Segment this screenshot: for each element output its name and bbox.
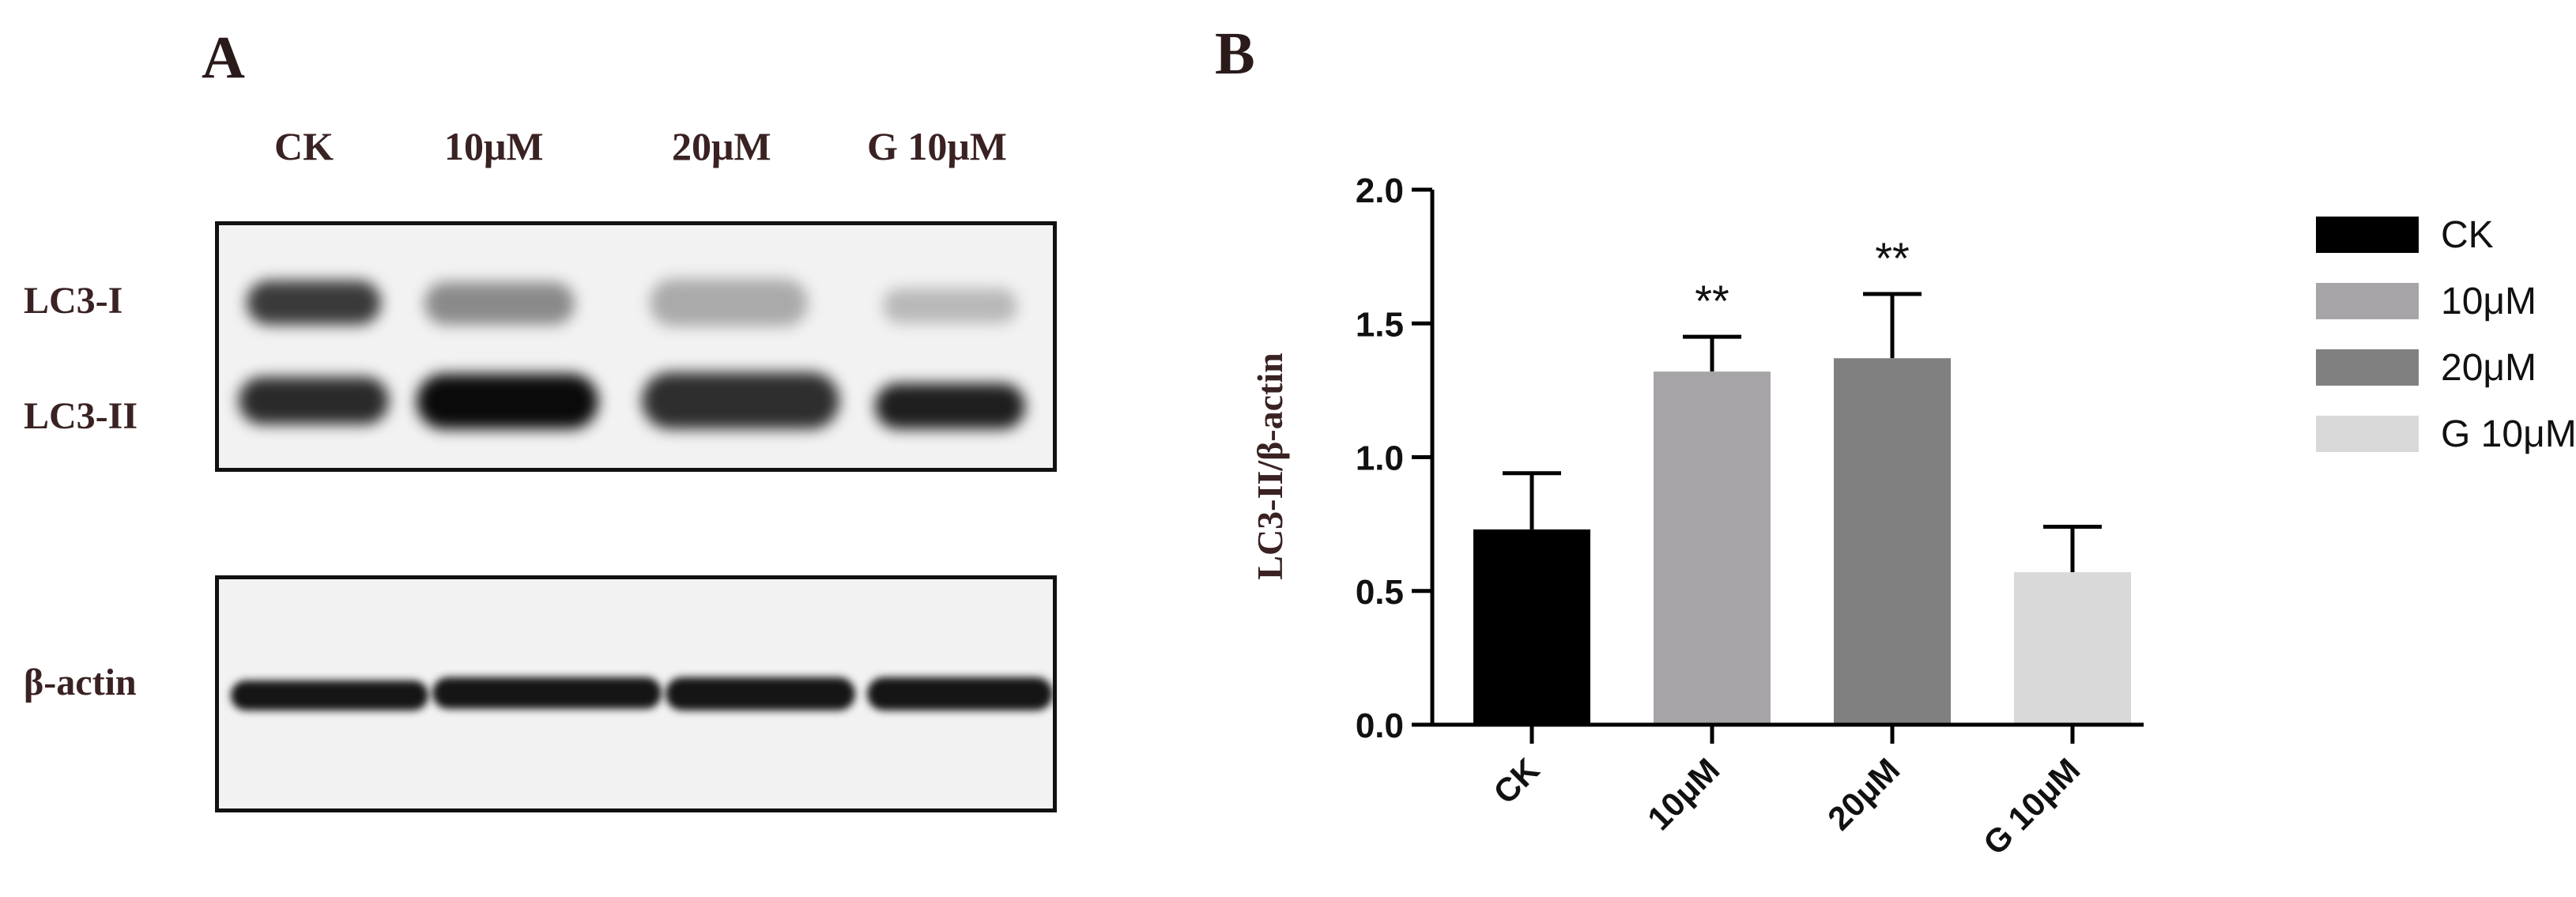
x-tick-label-10um: 10μM (1640, 751, 1726, 837)
panel-a-letter: A (202, 24, 245, 91)
y-axis-title: LC3-II/β-actin (1250, 352, 1290, 579)
y-tick-label: 2.0 (1356, 171, 1404, 210)
band-lc3-i-ck (247, 281, 381, 325)
y-tick-label: 1.0 (1356, 439, 1404, 478)
band-lc3-ii-10um (417, 374, 598, 429)
row-label-beta-actin: β-actin (24, 661, 137, 703)
legend-swatch-ck (2316, 217, 2419, 253)
bar-g-10um (2014, 572, 2131, 725)
y-tick-label: 0.0 (1356, 707, 1404, 745)
band-actin-20um (666, 677, 855, 710)
band-actin-10um (432, 677, 662, 709)
significance-20um: ** (1875, 233, 1910, 283)
band-lc3-i-g10um (883, 288, 1017, 323)
legend-item-10um: 10μM (2316, 268, 2576, 334)
legend-label-20um: 20μM (2441, 346, 2537, 389)
legend-item-ck: CK (2316, 202, 2576, 268)
legend-swatch-20um (2316, 349, 2419, 386)
legend: CK 10μM 20μM G 10μM (2316, 202, 2576, 467)
x-tick-label-ck: CK (1486, 751, 1546, 811)
lane-label-20um: 20μM (672, 124, 771, 168)
x-tick-label-g-10um: G 10μM (1976, 751, 2088, 862)
band-lc3-ii-20um (642, 372, 839, 429)
legend-item-20um: 20μM (2316, 334, 2576, 401)
band-actin-ck (231, 680, 428, 710)
bar-20um (1834, 358, 1951, 725)
legend-swatch-g10um (2316, 416, 2419, 452)
lane-label-g10um: G 10μM (867, 124, 1007, 168)
x-tick-label-20um: 20μM (1820, 751, 1907, 837)
beta-actin-blot-image (215, 575, 1057, 812)
row-label-lc3-i: LC3-I (24, 280, 123, 322)
band-actin-g10um (867, 677, 1053, 710)
band-lc3-ii-ck (239, 377, 389, 424)
legend-label-10um: 10μM (2441, 280, 2537, 322)
significance-10um: ** (1695, 276, 1729, 326)
band-lc3-ii-g10um (875, 383, 1025, 429)
band-lc3-i-10um (424, 282, 575, 325)
lane-label-ck: CK (274, 124, 334, 168)
y-tick-label: 1.5 (1356, 305, 1404, 344)
lc3-blot-image (215, 221, 1057, 472)
legend-swatch-10um (2316, 283, 2419, 319)
row-label-lc3-ii: LC3-II (24, 395, 138, 437)
y-tick-label: 0.5 (1356, 573, 1404, 612)
panel-b-letter: B (1215, 21, 1255, 87)
lane-label-10um: 10μM (444, 124, 544, 168)
bar-10um (1654, 371, 1771, 725)
legend-label-g10um: G 10μM (2441, 413, 2576, 455)
band-lc3-i-20um (650, 279, 808, 326)
bar-ck (1473, 529, 1590, 725)
legend-label-ck: CK (2441, 213, 2494, 256)
legend-item-g10um: G 10μM (2316, 401, 2576, 467)
